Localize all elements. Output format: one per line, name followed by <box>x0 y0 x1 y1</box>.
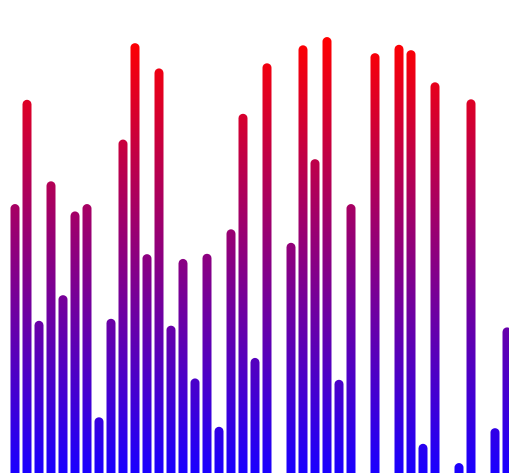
bar-27 <box>322 37 332 473</box>
bar-41 <box>490 428 500 473</box>
bar-5 <box>58 295 68 473</box>
bar-20 <box>238 113 248 473</box>
bar-25 <box>298 45 308 473</box>
bar-8 <box>94 417 104 473</box>
bar-7 <box>82 204 92 473</box>
bar-2 <box>22 99 32 473</box>
bar-14 <box>166 325 176 473</box>
bar-22 <box>262 63 272 473</box>
bar-26 <box>310 159 320 473</box>
bar-4 <box>46 181 56 473</box>
bar-38 <box>454 463 464 473</box>
bar-3 <box>34 320 44 473</box>
bar-10 <box>118 139 128 473</box>
bar-6 <box>70 211 80 473</box>
bar-18 <box>214 426 224 473</box>
bar-21 <box>250 357 260 473</box>
bar-19 <box>226 229 236 473</box>
bar-12 <box>142 254 152 473</box>
bar-42 <box>502 327 509 473</box>
bar-1 <box>10 204 20 473</box>
bar-16 <box>190 378 200 473</box>
bar-35 <box>418 443 428 473</box>
bar-31 <box>370 53 380 473</box>
bar-33 <box>394 44 404 473</box>
bar-34 <box>406 50 416 473</box>
bars-group <box>10 37 509 473</box>
bar-29 <box>346 204 356 473</box>
bar-39 <box>466 99 476 473</box>
bar-28 <box>334 379 344 473</box>
bar-24 <box>286 242 296 473</box>
bar-9 <box>106 318 116 473</box>
bar-17 <box>202 253 212 473</box>
bar-36 <box>430 82 440 473</box>
bar-11 <box>130 43 140 473</box>
bar-13 <box>154 68 164 473</box>
bar-15 <box>178 258 188 473</box>
